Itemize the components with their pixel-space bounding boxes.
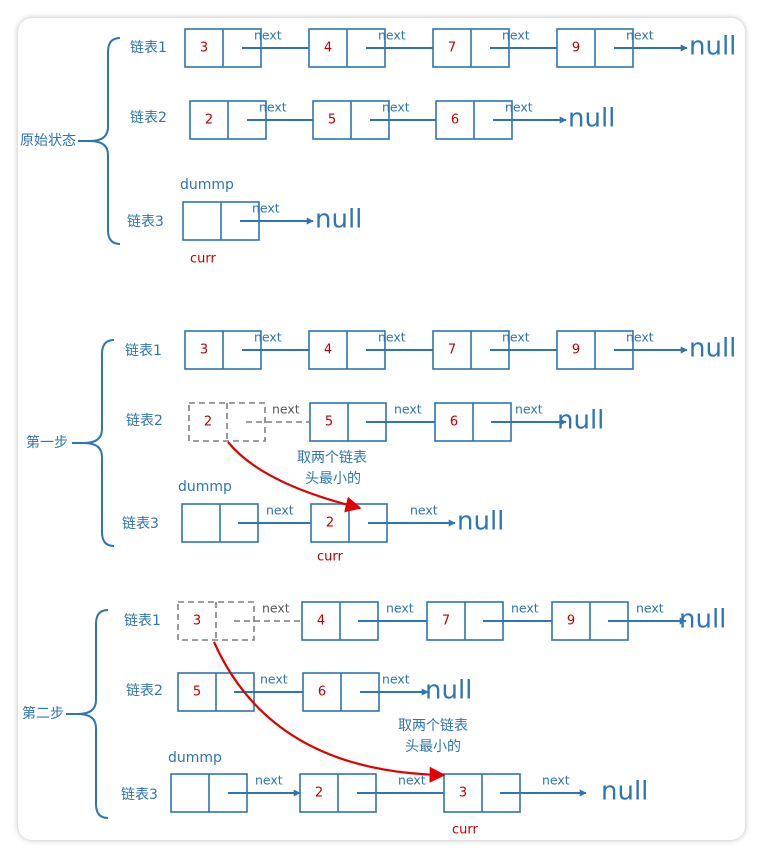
s1-l1-next-2: next: [502, 28, 530, 43]
s3-l1-next-2: next: [511, 601, 539, 616]
s3-l3-node-1-value: 2: [315, 786, 323, 801]
s1-curr: curr: [190, 252, 217, 267]
s3-note-1: 取两个链表: [398, 718, 468, 734]
s3-l3-next-1: next: [398, 773, 426, 788]
s2-l3-null: null: [457, 507, 504, 537]
s3-l1-next-0: next: [262, 601, 290, 616]
s3-row1-label: 链表1: [124, 613, 161, 629]
s3-l2-null: null: [425, 676, 472, 706]
s1-l3-next-0: next: [252, 201, 280, 216]
s3-l3-next-2: next: [542, 773, 570, 788]
s3-l3-null: null: [601, 777, 648, 807]
s1-l3-null: null: [315, 205, 362, 235]
s1-l2-next-0: next: [259, 100, 287, 115]
s2-l3-next-1: next: [410, 503, 438, 518]
s3-l1-null: null: [679, 605, 726, 635]
s1-l2-null: null: [568, 104, 615, 134]
s1-row3-label: 链表3: [127, 214, 164, 230]
s1-l2-node-2-value: 6: [451, 113, 459, 128]
s2-title: 第一步: [26, 434, 68, 451]
s2-row2-label: 链表2: [126, 413, 163, 429]
s1-title: 原始状态: [20, 133, 76, 149]
s3-l3-node-2-value: 3: [459, 786, 467, 801]
s2-l2-next-2: next: [515, 402, 543, 417]
s2-l2-node-0-value: 2: [204, 415, 212, 430]
s3-l1-node-1-value: 4: [317, 614, 325, 629]
s3-l3-next-0: next: [255, 773, 283, 788]
s2-l2-next-1: next: [394, 402, 422, 417]
s1-l1-next-1: next: [378, 28, 406, 43]
s2-row3-label: 链表3: [122, 516, 159, 532]
s1-l1-node-3-value: 9: [572, 41, 580, 56]
s3-l2-node-0-value: 5: [193, 685, 201, 700]
s2-brace: [83, 339, 115, 547]
s2-l2-node-1-value: 5: [325, 415, 333, 430]
s2-l2-node-2-value: 6: [450, 415, 458, 430]
s2-l1-node-1-value: 4: [324, 343, 332, 358]
s1-row1-label: 链表1: [130, 40, 167, 56]
s1-l2-node-1-value: 5: [328, 113, 336, 128]
s2-note-1: 取两个链表: [297, 450, 367, 466]
s1-row2-label: 链表2: [130, 110, 167, 126]
s3-dummy: dummp: [168, 750, 222, 766]
s2-l1-null: null: [689, 334, 736, 364]
s3-note-2: 头最小的: [405, 739, 461, 755]
s3-brace: [77, 609, 109, 819]
s2-l1-next-2: next: [502, 330, 530, 345]
s2-l1-next-1: next: [378, 330, 406, 345]
s3-l2-node-1-value: 6: [318, 685, 326, 700]
s3-title: 第二步: [22, 705, 64, 722]
s3-l2-next-0: next: [260, 672, 288, 687]
s3-row3-label: 链表3: [121, 787, 158, 803]
s2-l1-node-0-value: 3: [200, 343, 208, 358]
s3-row2-label: 链表2: [126, 683, 163, 699]
s1-l1-node-1-value: 4: [324, 41, 332, 56]
s3-move-arrow: [212, 641, 446, 783]
s3-l2-next-1: next: [382, 672, 410, 687]
s3-l1-next-3: next: [636, 601, 664, 616]
s2-note-2: 头最小的: [305, 471, 361, 487]
s1-l1-node-0-value: 3: [200, 41, 208, 56]
s1-l2-node-0-value: 2: [205, 113, 213, 128]
s2-move-arrow: [227, 441, 362, 513]
s1-l1-node-2-value: 7: [448, 41, 456, 56]
s1-dummy: dummp: [180, 177, 234, 193]
s3-curr: curr: [452, 823, 479, 838]
s3-l1-node-0-value: 3: [193, 614, 201, 629]
s2-l2-null: null: [557, 406, 604, 436]
s1-l1-next-0: next: [254, 28, 282, 43]
s3-l1-node-3-value: 9: [567, 614, 575, 629]
s2-row1-label: 链表1: [125, 343, 162, 359]
s2-l1-next-0: next: [254, 330, 282, 345]
s2-curr: curr: [317, 550, 344, 565]
s2-dummy: dummp: [178, 479, 232, 495]
s3-l1-node-2-value: 7: [442, 614, 450, 629]
s3-l1-next-1: next: [386, 601, 414, 616]
s2-l2-next-0: next: [272, 402, 300, 417]
s1-l2-next-2: next: [505, 100, 533, 115]
s1-brace: [89, 37, 121, 245]
s2-l1-node-2-value: 7: [448, 343, 456, 358]
s2-l3-next-0: next: [266, 503, 294, 518]
s2-l3-node-1-value: 2: [326, 516, 334, 531]
s2-l1-node-3-value: 9: [572, 343, 580, 358]
s1-l1-null: null: [689, 32, 736, 62]
s1-l2-next-1: next: [382, 100, 410, 115]
s2-l1-next-3: next: [626, 330, 654, 345]
s1-l1-next-3: next: [626, 28, 654, 43]
